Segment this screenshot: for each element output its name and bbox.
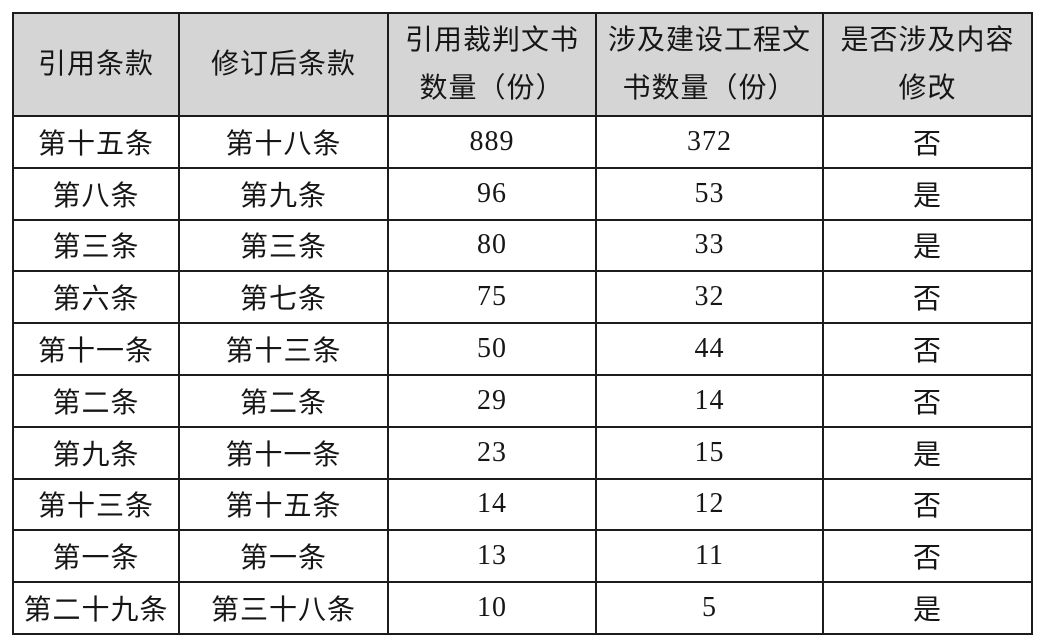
table-cell: 第八条 xyxy=(12,166,180,221)
table-row: 第九条 第十一条 23 15 是 xyxy=(12,425,1033,480)
table-cell: 44 xyxy=(595,322,824,376)
table-cell: 第一条 xyxy=(178,529,389,584)
table-cell: 第十五条 xyxy=(178,477,389,532)
table-cell: 否 xyxy=(822,529,1033,584)
table-cell: 第十五条 xyxy=(12,115,180,169)
table-cell: 第六条 xyxy=(12,270,180,325)
table-row: 第二十九条 第三十八条 10 5 是 xyxy=(12,581,1033,635)
table-cell: 否 xyxy=(822,270,1033,325)
table-row: 第三条 第三条 80 33 是 xyxy=(12,218,1033,273)
table-cell: 第二十九条 xyxy=(12,581,180,635)
table-row: 第十一条 第十三条 50 44 否 xyxy=(12,322,1033,376)
table-cell: 80 xyxy=(387,218,597,273)
table-cell: 第十三条 xyxy=(178,322,389,376)
table-cell: 11 xyxy=(595,529,824,584)
table-cell: 14 xyxy=(387,477,597,532)
table-row: 第六条 第七条 75 32 否 xyxy=(12,270,1033,325)
column-header-construction-doc-count: 涉及建设工程文 书数量（份） xyxy=(595,12,824,117)
table-cell: 15 xyxy=(595,425,824,480)
column-header-revised-clause: 修订后条款 xyxy=(178,12,389,117)
table-cell: 第七条 xyxy=(178,270,389,325)
table-cell: 第三十八条 xyxy=(178,581,389,635)
table-cell: 第十三条 xyxy=(12,477,180,532)
table-cell: 32 xyxy=(595,270,824,325)
table-cell: 是 xyxy=(822,581,1033,635)
table-cell: 889 xyxy=(387,115,597,169)
table-cell: 否 xyxy=(822,115,1033,169)
table-cell: 第十八条 xyxy=(178,115,389,169)
table-cell: 53 xyxy=(595,166,824,221)
table-row: 第一条 第一条 13 11 否 xyxy=(12,529,1033,584)
table-cell: 第九条 xyxy=(178,166,389,221)
table-cell: 否 xyxy=(822,373,1033,428)
table-cell: 13 xyxy=(387,529,597,584)
table-cell: 是 xyxy=(822,218,1033,273)
table-row: 第十三条 第十五条 14 12 否 xyxy=(12,477,1033,532)
table-cell: 29 xyxy=(387,373,597,428)
table-cell: 是 xyxy=(822,166,1033,221)
table-cell: 10 xyxy=(387,581,597,635)
table-cell: 第一条 xyxy=(12,529,180,584)
table-cell: 第三条 xyxy=(178,218,389,273)
table-cell: 第二条 xyxy=(12,373,180,428)
table-cell: 372 xyxy=(595,115,824,169)
table-row: 第十五条 第十八条 889 372 否 xyxy=(12,115,1033,169)
column-header-judgment-doc-count: 引用裁判文书 数量（份） xyxy=(387,12,597,117)
table-cell: 否 xyxy=(822,477,1033,532)
table-row: 第八条 第九条 96 53 是 xyxy=(12,166,1033,221)
table-cell: 33 xyxy=(595,218,824,273)
table-cell: 第十一条 xyxy=(178,425,389,480)
table-cell: 5 xyxy=(595,581,824,635)
table-cell: 14 xyxy=(595,373,824,428)
table-row: 第二条 第二条 29 14 否 xyxy=(12,373,1033,428)
table-cell: 96 xyxy=(387,166,597,221)
table-cell: 23 xyxy=(387,425,597,480)
table-cell: 75 xyxy=(387,270,597,325)
table-cell: 否 xyxy=(822,322,1033,376)
clause-citation-table: 引用条款 修订后条款 引用裁判文书 数量（份） 涉及建设工程文 书数量（份） 是… xyxy=(12,12,1033,635)
table-cell: 12 xyxy=(595,477,824,532)
table-cell: 第十一条 xyxy=(12,322,180,376)
column-header-cited-clause: 引用条款 xyxy=(12,12,180,117)
table-cell: 第二条 xyxy=(178,373,389,428)
table-cell: 第九条 xyxy=(12,425,180,480)
table-header-row: 引用条款 修订后条款 引用裁判文书 数量（份） 涉及建设工程文 书数量（份） 是… xyxy=(12,12,1033,117)
table-cell: 是 xyxy=(822,425,1033,480)
table-cell: 第三条 xyxy=(12,218,180,273)
table-cell: 50 xyxy=(387,322,597,376)
clause-citation-table-container: 引用条款 修订后条款 引用裁判文书 数量（份） 涉及建设工程文 书数量（份） 是… xyxy=(12,12,1033,635)
column-header-content-modified: 是否涉及内容 修改 xyxy=(822,12,1033,117)
